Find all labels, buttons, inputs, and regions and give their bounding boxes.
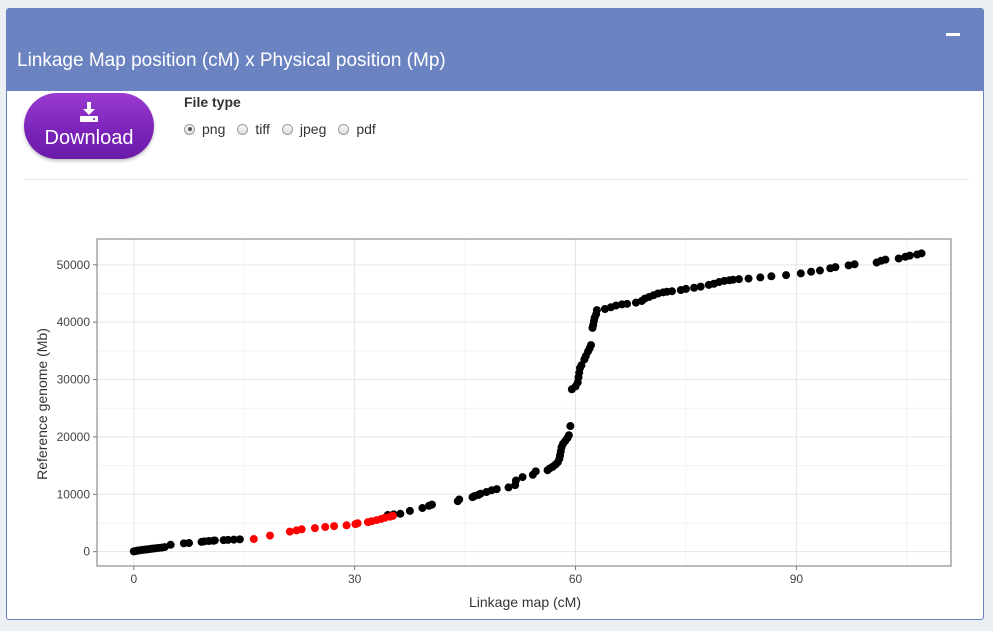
chart-ticks: 0 30 60 90 0 10000 20000 30000 40000 50000 bbox=[57, 258, 804, 586]
data-point bbox=[807, 267, 816, 276]
data-point bbox=[782, 271, 791, 280]
data-point bbox=[166, 540, 175, 549]
data-point bbox=[831, 263, 840, 272]
radio-option-jpeg[interactable]: jpeg bbox=[281, 121, 327, 137]
download-label: Download bbox=[44, 127, 134, 149]
data-point bbox=[229, 535, 238, 544]
x-tick-label: 30 bbox=[348, 572, 362, 586]
data-point bbox=[592, 306, 601, 315]
data-point-highlight bbox=[321, 522, 330, 531]
data-point bbox=[744, 274, 753, 283]
data-point-highlight bbox=[330, 522, 339, 531]
data-point-highlight bbox=[342, 521, 351, 530]
data-point bbox=[492, 485, 501, 494]
x-tick-label: 0 bbox=[130, 572, 137, 586]
y-tick-label: 10000 bbox=[57, 487, 91, 501]
y-tick-label: 50000 bbox=[57, 258, 91, 272]
data-point bbox=[405, 506, 414, 515]
data-point-highlight bbox=[285, 527, 294, 536]
x-tick-label: 90 bbox=[790, 572, 804, 586]
radio-tiff[interactable] bbox=[237, 123, 249, 135]
chart-grid bbox=[97, 239, 951, 566]
y-axis-label: Reference genome (Mb) bbox=[34, 328, 50, 480]
data-point bbox=[531, 467, 540, 476]
data-point bbox=[418, 504, 427, 513]
radio-label-png: png bbox=[202, 121, 226, 137]
data-point bbox=[586, 341, 595, 350]
radio-label-pdf: pdf bbox=[356, 121, 376, 137]
data-point bbox=[623, 299, 632, 308]
panel-title: Linkage Map position (cM) x Physical pos… bbox=[17, 50, 446, 71]
radio-option-pdf[interactable]: pdf bbox=[338, 121, 376, 137]
data-point bbox=[850, 260, 859, 269]
file-type-label: File type bbox=[184, 94, 241, 110]
data-point-highlight bbox=[310, 524, 319, 533]
data-point-highlight bbox=[266, 531, 275, 540]
radio-pdf[interactable] bbox=[338, 123, 350, 135]
data-point bbox=[815, 266, 824, 275]
download-icon bbox=[80, 102, 98, 122]
data-point-highlight bbox=[249, 535, 258, 544]
data-point bbox=[564, 431, 573, 440]
y-tick-label: 20000 bbox=[57, 430, 91, 444]
data-point bbox=[518, 473, 527, 482]
radio-png[interactable] bbox=[184, 123, 195, 135]
download-button[interactable]: Download bbox=[24, 93, 154, 159]
y-tick-label: 40000 bbox=[57, 315, 91, 329]
radio-label-jpeg: jpeg bbox=[299, 121, 327, 137]
data-point-highlight bbox=[297, 525, 306, 534]
y-tick-label: 0 bbox=[83, 545, 90, 559]
x-tick-label: 60 bbox=[569, 572, 583, 586]
data-point bbox=[427, 500, 436, 509]
data-point bbox=[396, 509, 405, 518]
radio-option-tiff[interactable]: tiff bbox=[237, 121, 270, 137]
data-point bbox=[504, 483, 513, 492]
data-point-highlight bbox=[388, 511, 397, 520]
data-point bbox=[696, 282, 705, 291]
divider bbox=[24, 179, 969, 180]
data-point bbox=[667, 287, 676, 296]
y-tick-label: 30000 bbox=[57, 373, 91, 387]
data-point-highlight bbox=[353, 519, 362, 528]
data-point bbox=[235, 535, 244, 544]
data-point bbox=[756, 273, 765, 282]
chart-points bbox=[129, 249, 926, 556]
data-point bbox=[767, 272, 776, 281]
data-point bbox=[881, 255, 890, 264]
radio-jpeg[interactable] bbox=[281, 123, 293, 135]
data-point bbox=[210, 536, 219, 545]
data-point bbox=[511, 476, 520, 485]
x-axis-label: Linkage map (cM) bbox=[469, 594, 581, 610]
data-point bbox=[224, 535, 233, 544]
plot-frame bbox=[96, 238, 952, 567]
data-point bbox=[905, 251, 914, 260]
radio-option-png[interactable]: png bbox=[184, 121, 225, 137]
minus-icon[interactable] bbox=[945, 23, 961, 39]
data-point bbox=[796, 269, 805, 278]
data-point bbox=[566, 422, 575, 431]
file-type-radio-group: png tiff jpeg pdf bbox=[184, 120, 388, 138]
data-point bbox=[185, 539, 194, 548]
chart-panel: Linkage Map position (cM) x Physical pos… bbox=[6, 8, 984, 620]
panel-header: Linkage Map position (cM) x Physical pos… bbox=[7, 9, 983, 91]
data-point bbox=[917, 249, 926, 258]
radio-label-tiff: tiff bbox=[255, 121, 270, 137]
data-point bbox=[729, 275, 738, 284]
data-point bbox=[681, 284, 690, 293]
data-point bbox=[690, 283, 699, 292]
data-point bbox=[455, 495, 464, 504]
data-point bbox=[894, 254, 903, 263]
data-point bbox=[734, 275, 743, 284]
